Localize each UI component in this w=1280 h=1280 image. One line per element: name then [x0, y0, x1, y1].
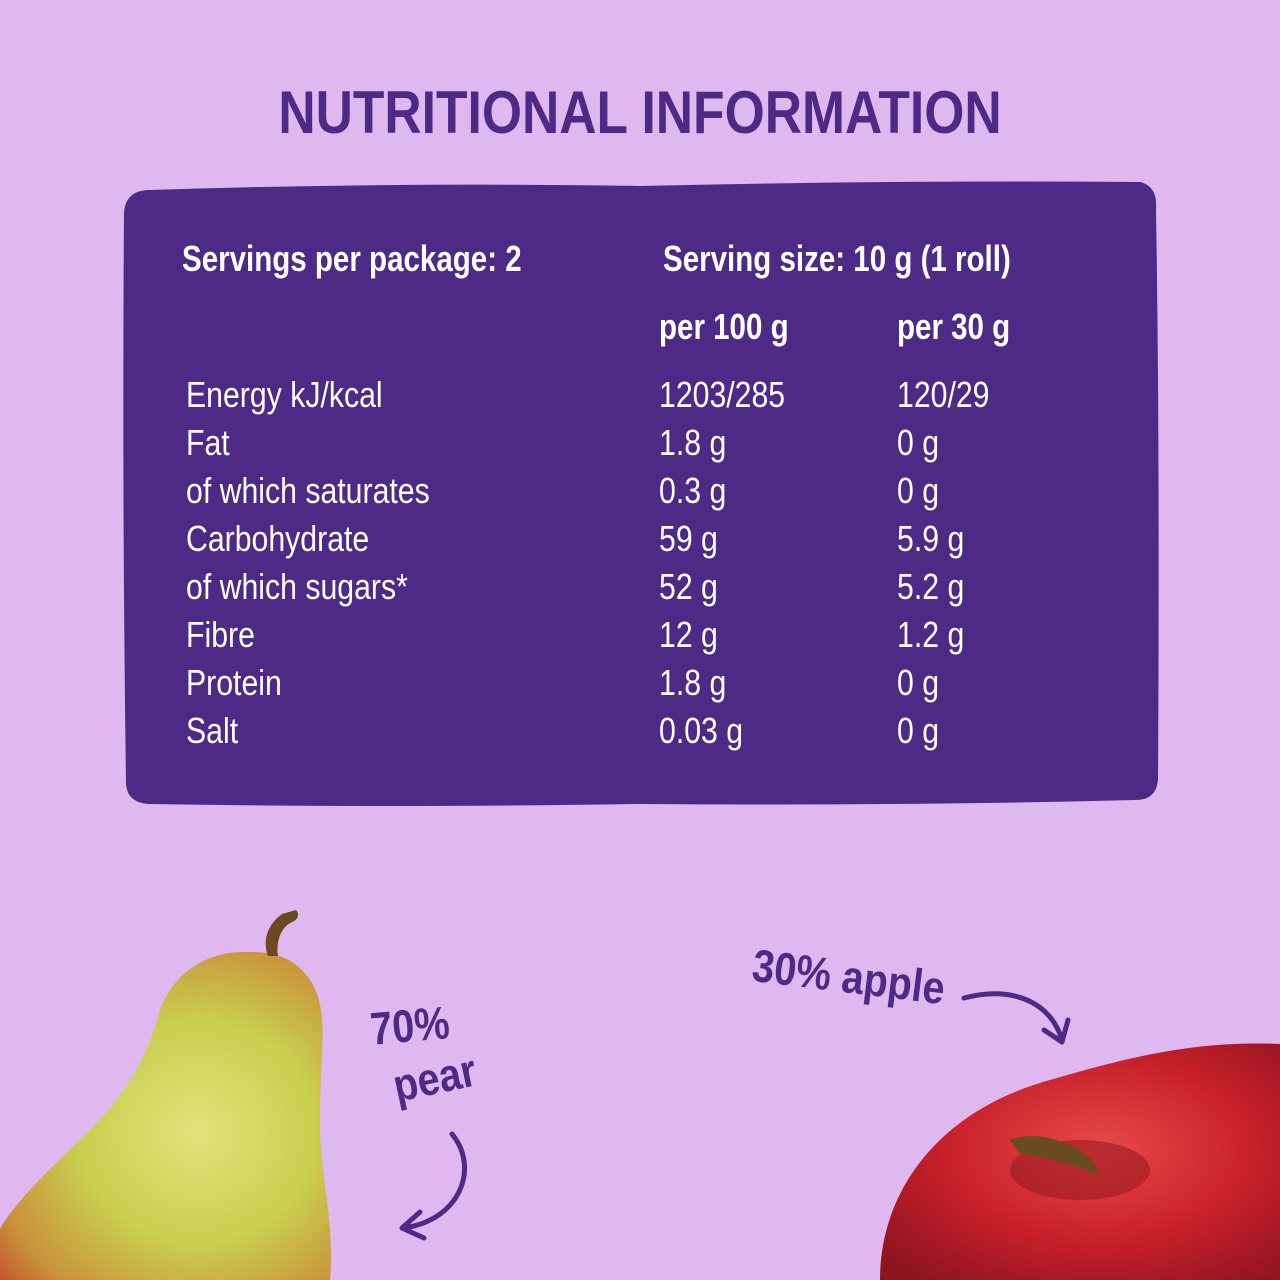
value-per-30g: 1.2 g	[897, 614, 965, 655]
value-per-100g: 59 g	[659, 518, 718, 559]
pear-arrow-icon	[399, 1131, 468, 1241]
nutrient-label: Protein	[186, 662, 282, 703]
nutrition-row: Salt 0.03 g 0 g	[125, 710, 1160, 758]
nutrition-row: Fibre 12 g 1.2 g	[125, 614, 1160, 662]
nutrient-label: Fibre	[186, 614, 255, 655]
apple-arrow-icon	[961, 991, 1071, 1045]
nutrition-row: of which sugars* 52 g 5.2 g	[125, 566, 1160, 614]
value-per-30g: 5.2 g	[897, 566, 965, 607]
nutrient-label: Salt	[186, 710, 239, 751]
nutrient-label: Fat	[186, 422, 230, 463]
value-per-30g: 0 g	[897, 422, 940, 463]
value-per-30g: 0 g	[897, 710, 940, 751]
nutrition-row: Protein 1.8 g 0 g	[125, 662, 1160, 710]
nutrition-row: Carbohydrate 59 g 5.9 g	[125, 518, 1160, 566]
nutrient-label: Carbohydrate	[186, 518, 370, 559]
nutrition-row: Energy kJ/kcal 1203/285 120/29	[125, 374, 1160, 422]
column-header-per-100g: per 100 g	[659, 306, 789, 347]
value-per-30g: 0 g	[897, 662, 940, 703]
value-per-100g: 1.8 g	[659, 662, 727, 703]
servings-per-package: Servings per package: 2	[182, 238, 522, 279]
pear-image	[0, 910, 332, 1280]
value-per-100g: 12 g	[659, 614, 718, 655]
value-per-100g: 52 g	[659, 566, 718, 607]
value-per-100g: 1203/285	[659, 374, 786, 415]
serving-size: Serving size: 10 g (1 roll)	[663, 238, 1011, 279]
value-per-100g: 1.8 g	[659, 422, 727, 463]
nutrition-row: Fat 1.8 g 0 g	[125, 422, 1160, 470]
nutrient-label: of which sugars*	[186, 566, 408, 607]
page-title: NUTRITIONAL INFORMATION	[278, 79, 1002, 146]
value-per-100g: 0.03 g	[659, 710, 744, 751]
column-header-per-30g: per 30 g	[897, 306, 1011, 347]
value-per-100g: 0.3 g	[659, 470, 727, 511]
value-per-30g: 120/29	[897, 374, 990, 415]
pear-percent-label: 70%	[368, 996, 452, 1055]
nutrition-row: of which saturates 0.3 g 0 g	[125, 470, 1160, 518]
nutrition-panel: Servings per package: 2 Serving size: 10…	[125, 180, 1160, 805]
apple-image	[880, 1043, 1280, 1280]
value-per-30g: 0 g	[897, 470, 940, 511]
value-per-30g: 5.9 g	[897, 518, 965, 559]
nutrient-label: Energy kJ/kcal	[186, 374, 383, 415]
nutrient-label: of which saturates	[186, 470, 430, 511]
